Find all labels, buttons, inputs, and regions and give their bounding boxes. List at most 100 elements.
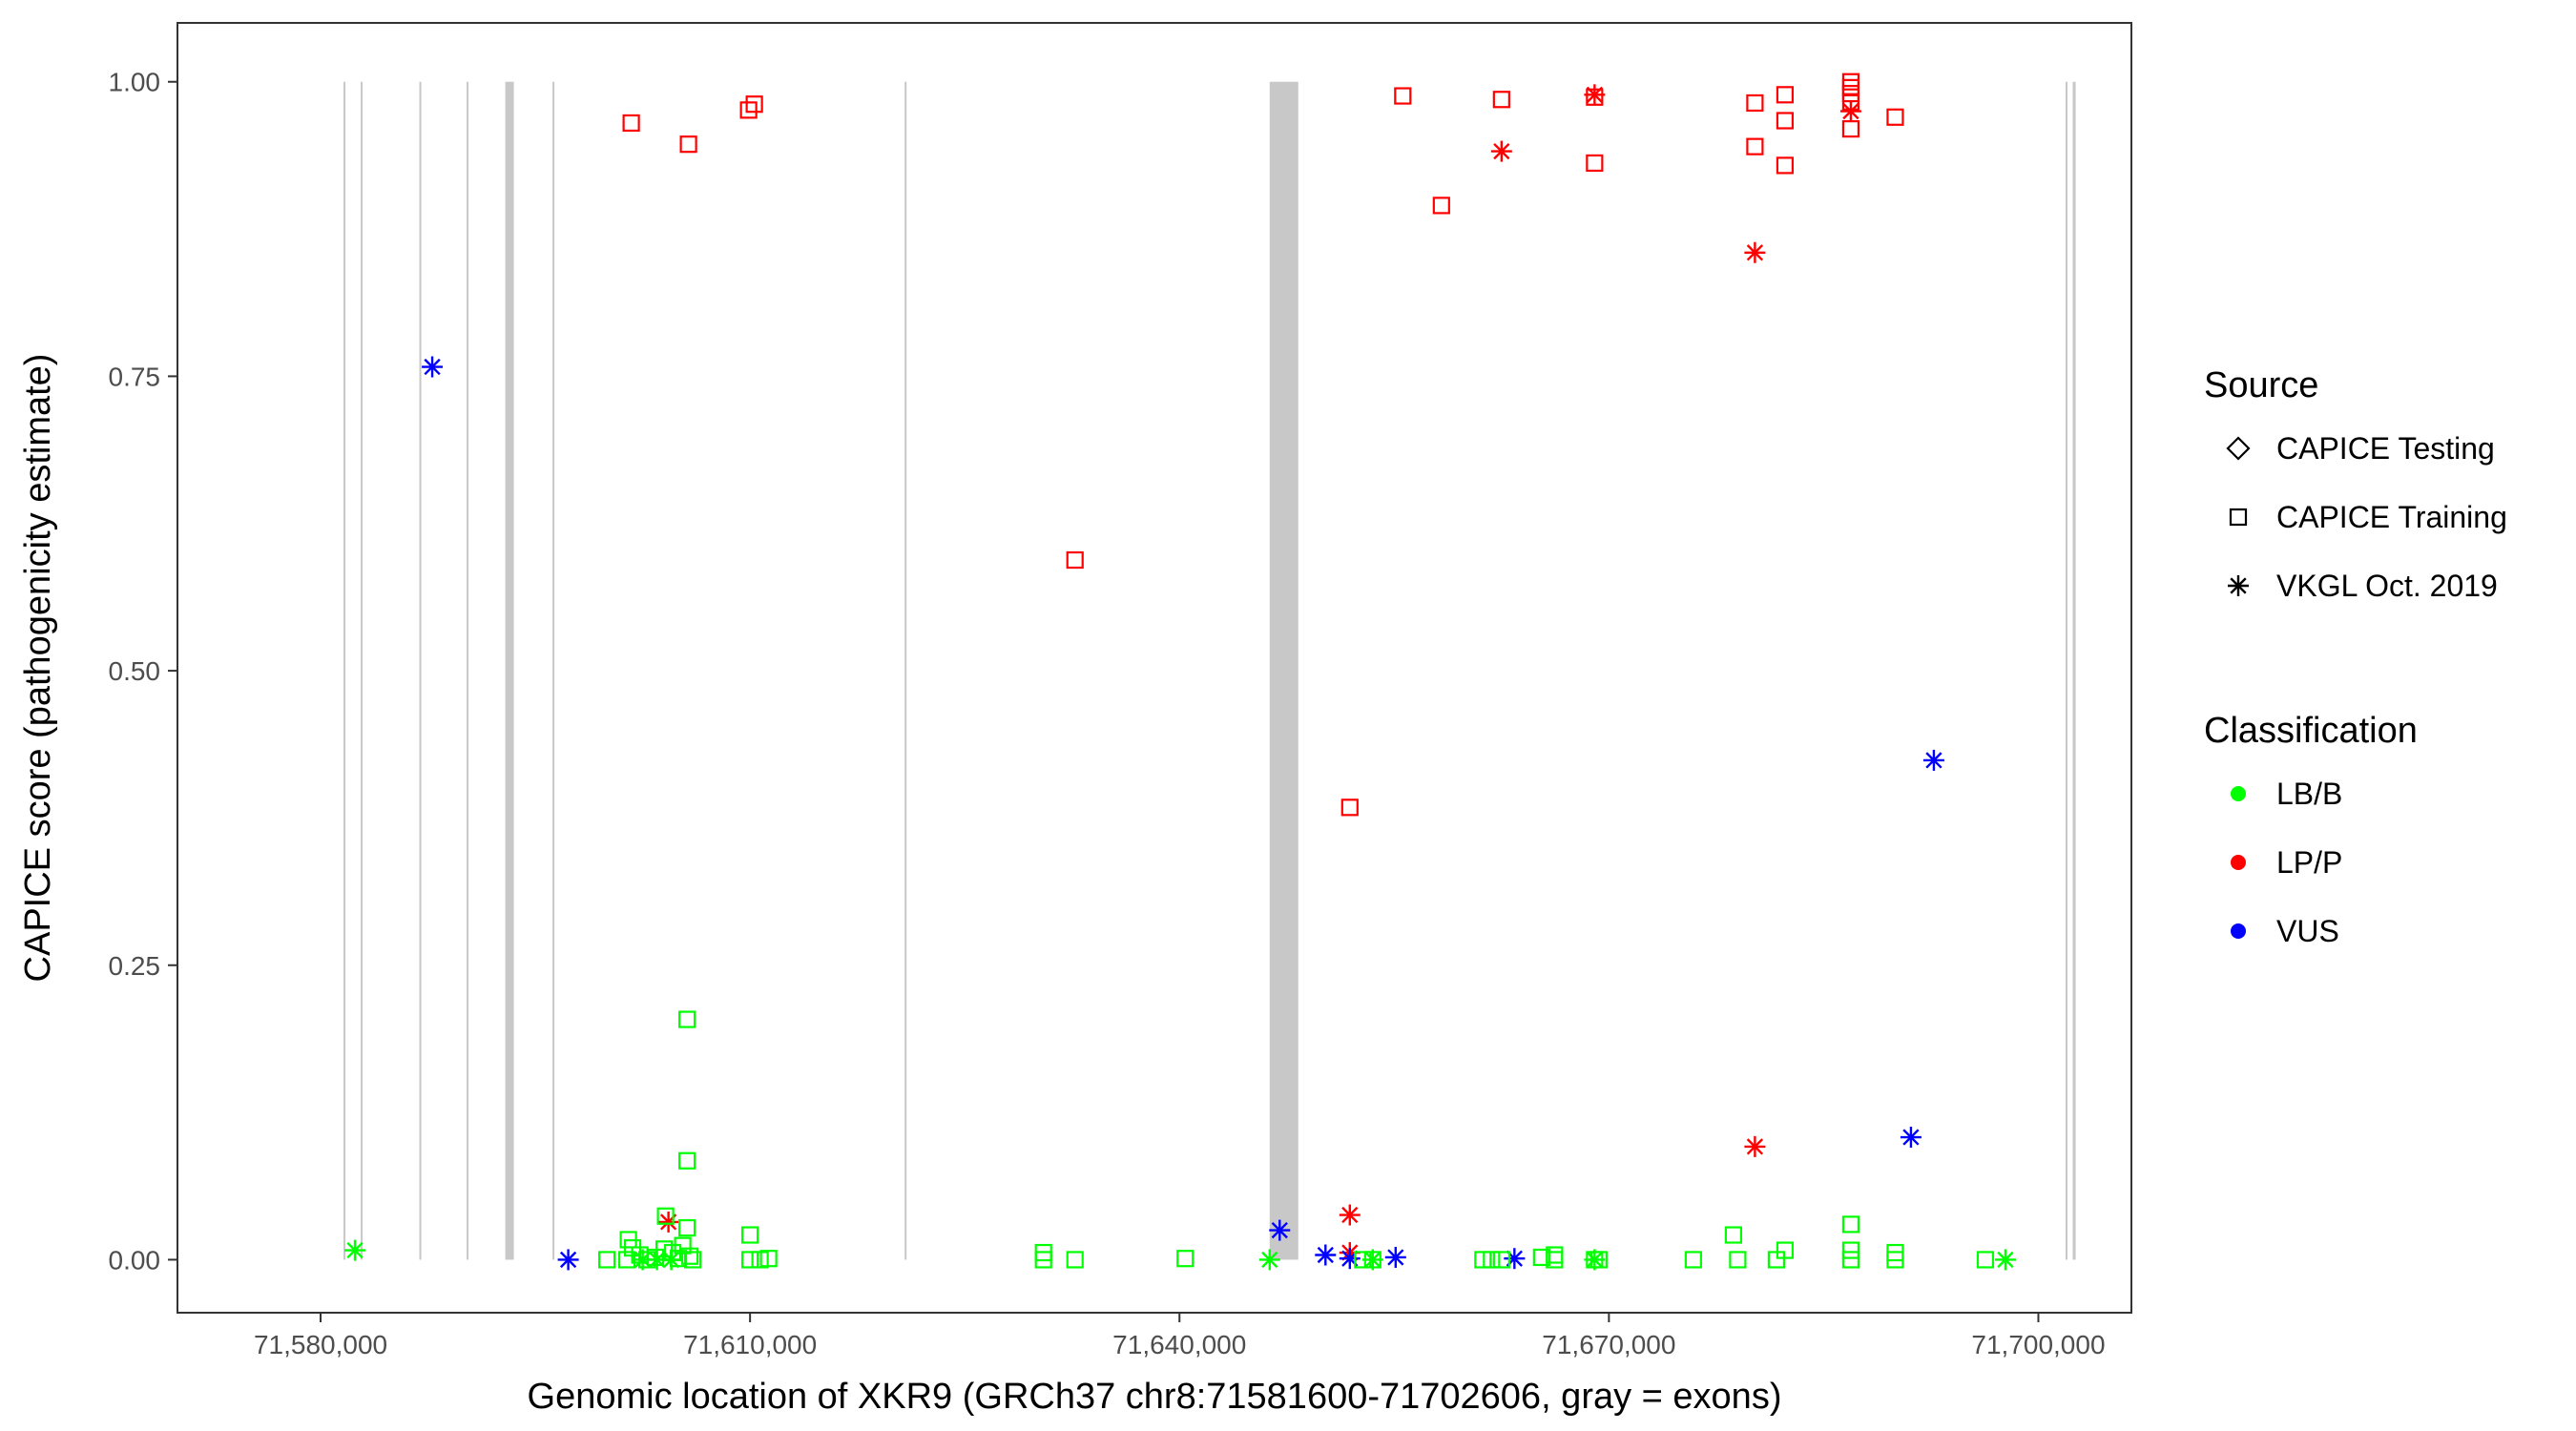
data-point-stroke — [1261, 1251, 1278, 1269]
data-point-stroke — [559, 1251, 577, 1269]
exon-band — [343, 81, 346, 1260]
data-points — [344, 73, 2016, 1271]
data-point — [1841, 1215, 1860, 1234]
legend-source-title: Source — [2204, 365, 2318, 405]
data-point — [1776, 86, 1795, 104]
data-point-shape — [1724, 1226, 1742, 1244]
legend-key-diamond-icon-shape — [2226, 436, 2251, 461]
data-point — [1546, 1251, 1564, 1269]
data-point-stroke — [1586, 86, 1603, 103]
y-tick-label: 0.50 — [109, 656, 161, 686]
data-point-stroke — [1493, 142, 1510, 160]
exon-band — [552, 81, 555, 1260]
data-point — [684, 1251, 702, 1269]
data-point-stroke — [1746, 1138, 1764, 1155]
legend-key-asterisk-icon-stroke — [2230, 577, 2247, 594]
data-point — [678, 1010, 696, 1028]
data-point-shape — [741, 1251, 759, 1269]
data-point-shape — [678, 1010, 696, 1028]
y-tick-label: 0.75 — [109, 362, 161, 391]
data-point — [1729, 1251, 1747, 1269]
data-point — [1492, 91, 1510, 109]
data-point-shape — [679, 135, 697, 154]
data-point — [739, 101, 758, 119]
legend-label: LP/P — [2276, 845, 2342, 880]
data-point-stroke — [424, 358, 441, 376]
data-point — [1776, 1241, 1795, 1259]
exon-band — [2065, 81, 2067, 1260]
data-point-stroke — [1925, 752, 1942, 769]
data-point — [1339, 1204, 1361, 1226]
data-point — [1776, 156, 1795, 175]
data-point-shape — [1841, 1215, 1860, 1234]
data-point-shape — [1886, 108, 1904, 126]
y-tick-label: 0.25 — [109, 951, 161, 981]
data-point-shape — [741, 1226, 759, 1244]
data-point-shape — [739, 101, 758, 119]
data-point-shape — [1841, 1241, 1860, 1259]
data-point — [1483, 1251, 1501, 1269]
data-point — [1684, 1251, 1702, 1269]
exon-band — [361, 81, 364, 1260]
x-tick-label: 71,640,000 — [1112, 1330, 1246, 1359]
data-point-shape — [745, 95, 763, 114]
data-point — [1584, 1249, 1606, 1271]
legend-label: CAPICE Testing — [2276, 431, 2495, 466]
data-point — [1841, 1251, 1860, 1269]
data-point-stroke — [1842, 102, 1859, 120]
data-point — [745, 95, 763, 114]
data-point-shape — [1729, 1251, 1747, 1269]
data-point — [1886, 108, 1904, 126]
legend-key-asterisk-icon — [2228, 575, 2249, 596]
data-point — [1746, 137, 1764, 156]
data-point-shape — [1776, 86, 1795, 104]
data-point — [1922, 749, 1944, 771]
data-point-stroke — [1902, 1129, 1920, 1146]
data-point-stroke — [662, 1251, 680, 1269]
data-point — [660, 1249, 682, 1271]
data-point-stroke — [1341, 1206, 1359, 1224]
data-point-shape — [1746, 93, 1764, 113]
data-point-shape — [759, 1250, 778, 1268]
data-point-shape — [1976, 1251, 1995, 1269]
data-point — [681, 1247, 699, 1265]
data-point-shape — [1776, 1241, 1795, 1259]
x-axis-title: Genomic location of XKR9 (GRCh37 chr8:71… — [528, 1377, 1782, 1417]
data-point — [598, 1251, 616, 1269]
plot-background — [177, 23, 2131, 1313]
data-point — [1839, 100, 1861, 122]
data-point — [679, 135, 697, 154]
y-tick-label: 1.00 — [109, 68, 161, 97]
data-point-shape — [1546, 1251, 1564, 1269]
data-point — [1900, 1127, 1922, 1149]
exon-band — [2072, 81, 2076, 1260]
legend-key-dot-icon — [2231, 855, 2246, 870]
data-point-stroke — [1271, 1221, 1288, 1239]
data-point — [1490, 140, 1512, 162]
data-point — [344, 1239, 366, 1261]
data-point-shape — [678, 1219, 696, 1237]
x-tick-label: 71,610,000 — [683, 1330, 817, 1359]
data-point-shape — [1066, 550, 1084, 570]
data-point-shape — [1492, 1251, 1510, 1269]
data-point-shape — [1684, 1251, 1702, 1269]
data-point-shape — [1746, 137, 1764, 156]
data-point-stroke — [1997, 1251, 2014, 1269]
data-point-shape — [681, 1247, 699, 1265]
data-point-shape — [1776, 112, 1795, 130]
data-point — [422, 356, 444, 378]
data-point-shape — [598, 1251, 616, 1269]
legend-key-dot-icon-shape — [2231, 923, 2246, 939]
data-point — [759, 1250, 778, 1268]
data-point — [1315, 1244, 1337, 1266]
data-point — [656, 1207, 675, 1225]
data-point — [1066, 1251, 1084, 1269]
legend-key-square-icon-shape — [2229, 508, 2248, 527]
data-point-shape — [1432, 197, 1450, 215]
legend-label: VUS — [2276, 914, 2339, 948]
data-point — [678, 1219, 696, 1237]
data-point — [1746, 93, 1764, 113]
data-point-stroke — [1317, 1246, 1334, 1264]
data-point — [1724, 1226, 1742, 1244]
